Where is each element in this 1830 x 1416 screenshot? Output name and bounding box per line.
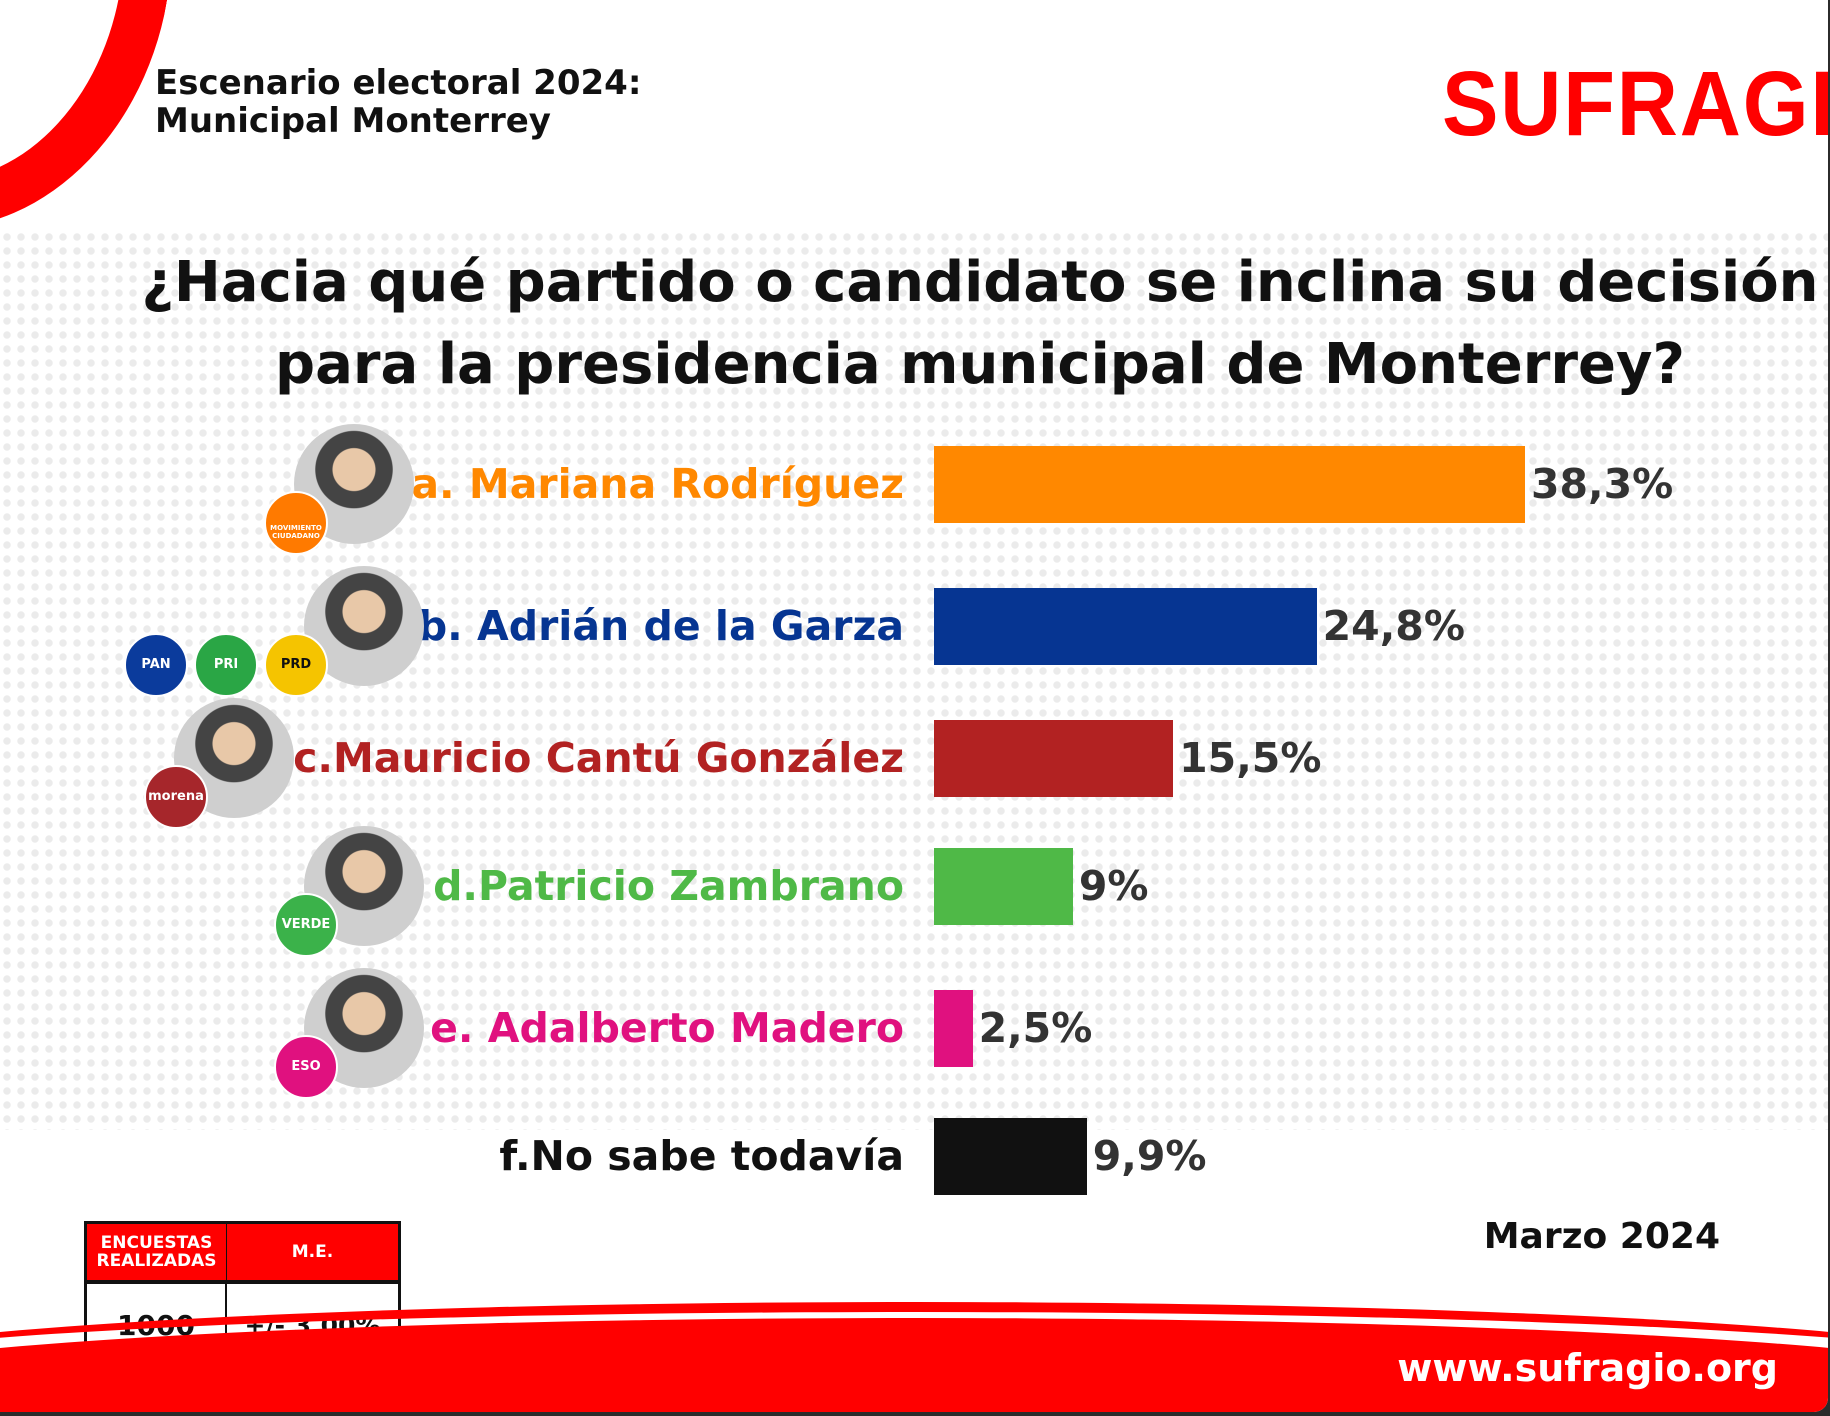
category-label: b. Adrián de la Garza [417,602,904,650]
header-line2: Municipal Monterrey [155,101,551,141]
party-name: PRI [213,657,239,672]
bar [934,588,1317,665]
value-label: 9,9% [1092,1132,1207,1180]
party-logo-icon: PAN [124,633,188,697]
party-name: VERDE [281,917,331,932]
party-logo-icon: MOVIMIENTO CIUDADANO [264,491,328,555]
chart-title: ¿Hacia qué partido o candidato se inclin… [141,250,1819,397]
bar [934,446,1525,523]
value-label: 15,5% [1179,734,1322,782]
survey-date: Marzo 2024 [1483,1216,1720,1257]
chart-row: a. Mariana Rodríguez 38,3% MOVIMIENTO CIUD… [0,424,1828,555]
category-label: d.Patricio Zambrano [433,862,904,910]
party-name: PAN [141,657,171,672]
party-name: ESO [291,1059,321,1074]
party-name: PRD [280,657,312,672]
party-logo-icon: VERDE [274,893,338,957]
header-line1: Escenario electoral 2024: [155,63,642,103]
party-logo-icon: PRD [264,633,328,697]
value-label: 24,8% [1322,602,1465,650]
bar [934,720,1174,797]
party-name: morena [148,789,204,804]
party-logo-icon: PRI [194,633,258,697]
category-label: f.No sabe todavía [499,1132,904,1180]
value-label: 38,3% [1530,460,1674,508]
chart-row: d.Patricio Zambrano 9% VERDE [0,826,1828,957]
bar [934,990,973,1067]
sufragio-logo: SUFRAGIO [1442,53,1828,155]
chart-row: f.No sabe todavía 9,9% [0,1118,1828,1195]
footer-stripe [0,1302,1828,1402]
bar [934,848,1073,925]
footer-band [0,1318,1828,1412]
header-title: Escenario electoral 2024: Municipal Mont… [155,64,641,140]
table-header-surveys: ENCUESTAS REALIZADAS [87,1224,227,1284]
website-link[interactable]: www.sufragio.org [1397,1346,1778,1390]
table-header-margin: M.E. [227,1224,398,1284]
category-label: c.Mauricio Cantú González [293,734,904,782]
party-logo-icon: ESO [274,1035,338,1099]
chart-row: b. Adrián de la Garza 24,8% PAN PRI PRD [0,566,1828,697]
category-label: a. Mariana Rodríguez [411,460,904,508]
party-logo-icon: morena [144,765,208,829]
party-name: MOVIMIENTO CIUDADANO [270,524,322,540]
value-label: 2,5% [978,1004,1093,1052]
bar [934,1118,1087,1195]
category-label: e. Adalberto Madero [430,1004,904,1052]
chart-row: c.Mauricio Cantú González 15,5% morena [0,698,1828,829]
chart-row: e. Adalberto Madero 2,5% ESO [0,968,1828,1099]
value-label: 9% [1078,862,1149,910]
